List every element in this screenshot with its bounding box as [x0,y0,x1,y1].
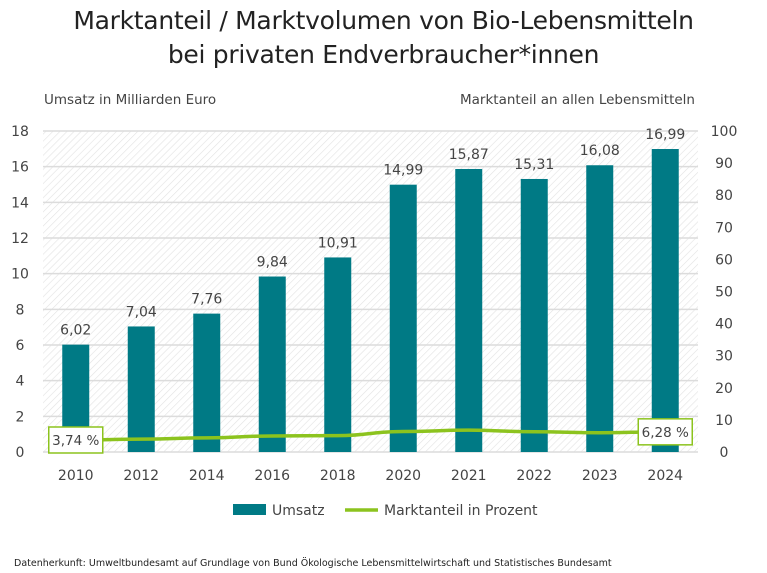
line-label-box [637,418,693,446]
y2-tick-label: 0 [720,445,729,461]
y-tick-label: 6 [16,338,25,354]
x-tick-label: 2020 [385,468,421,484]
marktanteil-line [75,428,666,442]
bar-data-label: 15,87 [449,147,489,163]
x-tick-label: 2021 [451,468,487,484]
bar-2012 [127,326,155,452]
bar-data-label: 16,99 [645,127,685,143]
bar-2014 [193,313,221,452]
y-tick-label: 12 [11,231,29,247]
bar-data-label: 7,76 [191,292,222,308]
y-tick-label: 14 [11,195,29,211]
x-tick-label: 2012 [123,468,159,484]
x-tick-label: 2016 [254,468,290,484]
bar-data-label: 10,91 [318,235,358,251]
x-tick-label: 2024 [647,468,683,484]
y2-tick-label: 30 [715,349,733,365]
y-tick-label: 0 [16,445,25,461]
x-tick-label: 2014 [189,468,225,484]
bar-data-label: 6,02 [60,323,91,339]
y-tick-label: 18 [11,124,29,140]
bar-2023 [586,165,614,453]
bar-2016 [258,276,286,452]
x-tick-label: 2010 [58,468,94,484]
legend-swatch-umsatz [233,504,266,515]
left-axis-label: Umsatz in Milliarden Euro [44,92,217,108]
x-tick-label: 2022 [516,468,552,484]
y2-tick-label: 60 [715,252,733,268]
x-tick-label: 2023 [582,468,618,484]
y-tick-label: 16 [11,160,29,176]
y2-tick-label: 100 [711,124,738,140]
bar-2018 [324,257,352,452]
line-data-label: 3,74 % [52,433,99,449]
y2-tick-label: 70 [715,220,733,236]
bar-data-label: 16,08 [580,143,620,159]
y-tick-label: 4 [16,374,25,390]
y2-tick-label: 10 [715,413,733,429]
y2-tick-label: 50 [715,285,733,301]
footnote: Datenherkunft: Umweltbundesamt auf Grund… [14,558,612,569]
bar-data-label: 14,99 [383,163,423,179]
legend-label-marktanteil: Marktanteil in Prozent [384,503,538,519]
line-data-label: 6,28 % [642,425,689,441]
y-tick-label: 2 [16,409,25,425]
y2-tick-label: 80 [715,188,733,204]
bar-data-label: 7,04 [126,304,157,320]
line-label-box [48,426,104,454]
title-line-1: Marktanteil / Marktvolumen von Bio-Leben… [73,6,694,35]
right-axis-label: Marktanteil an allen Lebensmitteln [459,92,695,108]
bar-data-label: 9,84 [257,255,288,271]
y2-tick-label: 20 [715,381,733,397]
bar-data-label: 15,31 [514,157,554,173]
y-tick-label: 10 [11,267,29,283]
y-tick-label: 8 [16,302,25,318]
legend-label-umsatz: Umsatz [272,503,325,519]
y2-tick-label: 40 [715,317,733,333]
title-line-2: bei privaten Endverbraucher*innen [167,40,600,69]
bar-2020 [389,184,417,452]
bar-2024 [651,149,679,453]
bar-2022 [520,178,548,452]
x-tick-label: 2018 [320,468,356,484]
bar-2021 [455,168,483,453]
y2-tick-label: 90 [715,156,733,172]
chart-title: Marktanteil / Marktvolumen von Bio-Leben… [0,4,767,72]
